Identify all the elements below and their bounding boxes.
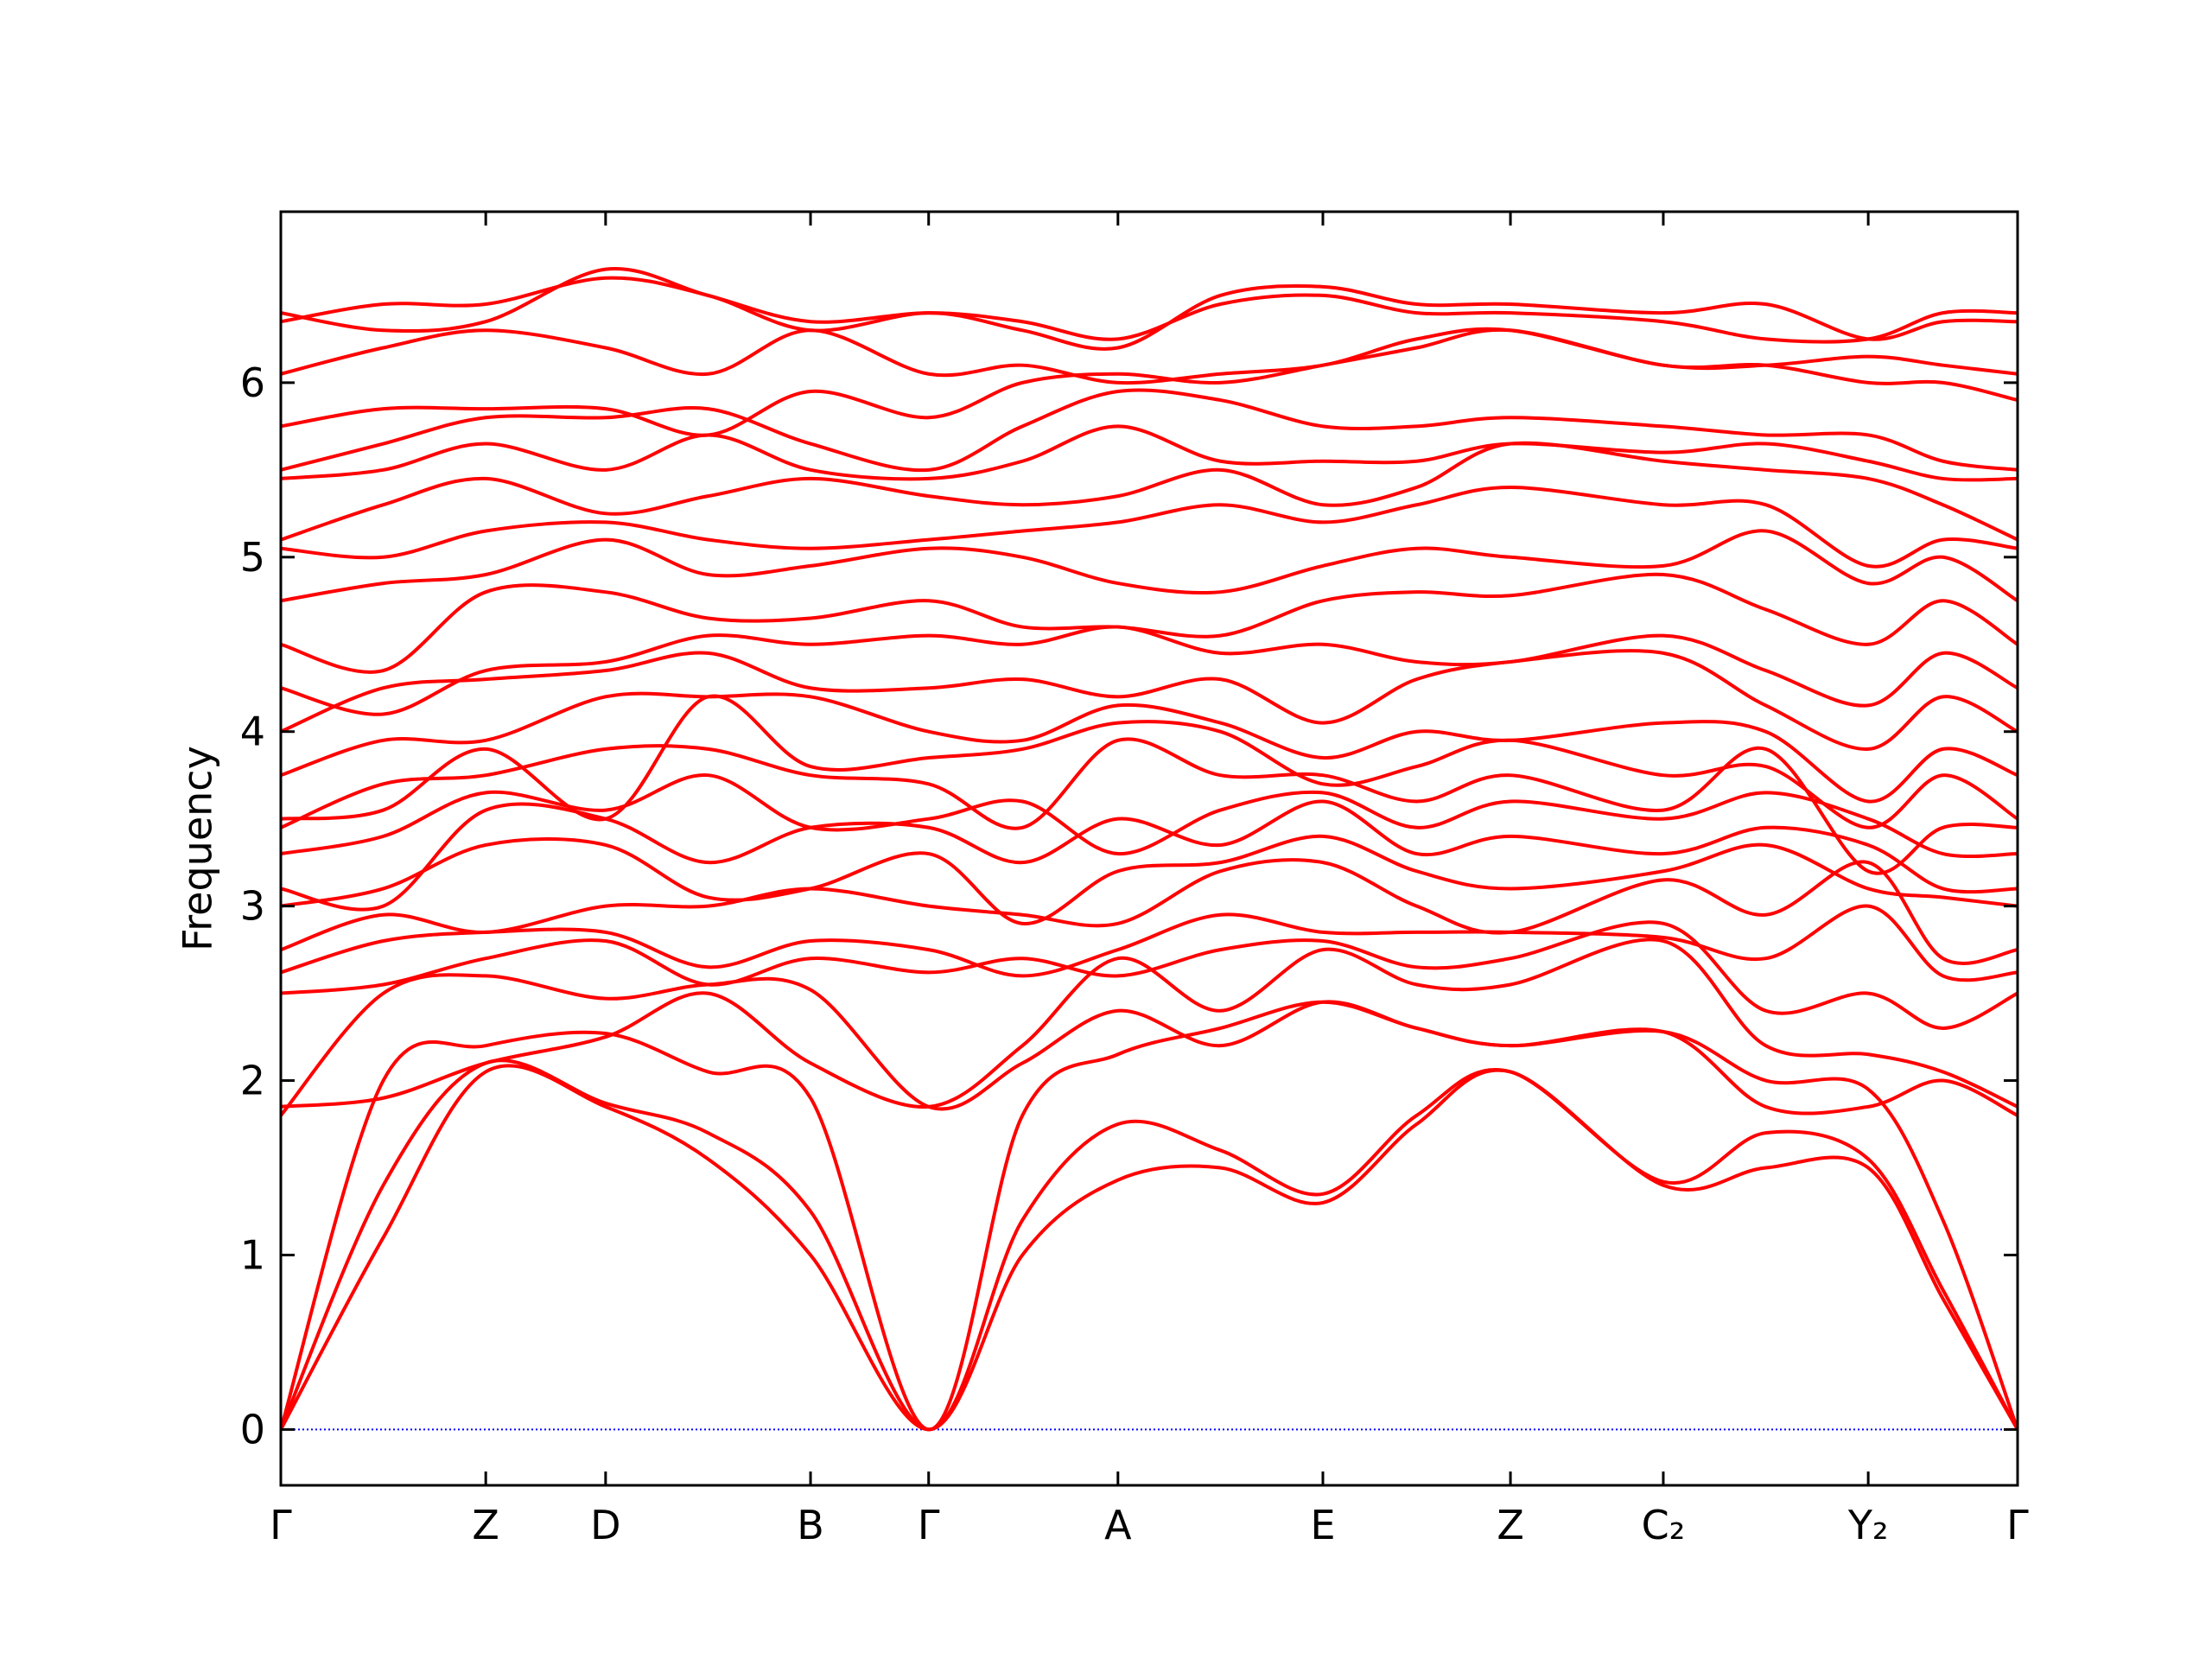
band-line	[281, 1058, 2018, 1432]
y-tick-label: 2	[240, 1058, 265, 1104]
band-line	[281, 920, 2018, 1030]
band-line	[281, 773, 2018, 859]
y-tick-label: 4	[240, 709, 265, 755]
band-line	[281, 737, 2018, 875]
x-tick-label: Γ	[918, 1502, 940, 1548]
band-line	[281, 625, 2018, 716]
band-line	[281, 938, 2018, 1109]
band-line	[281, 486, 2018, 569]
band-line	[281, 1064, 2018, 1432]
y-axis-label: Frequency	[175, 746, 221, 951]
x-tick-label: Γ	[2006, 1502, 2029, 1548]
band-line	[281, 424, 2018, 482]
y-tick-label: 5	[240, 534, 265, 581]
band-line	[281, 799, 2018, 912]
x-tick-label: B	[797, 1502, 824, 1548]
x-tick-label: Z	[1497, 1502, 1524, 1548]
y-tick-label: 6	[240, 359, 265, 406]
band-line	[281, 973, 2018, 1117]
band-line	[281, 858, 2018, 965]
bands	[281, 266, 2018, 1432]
x-tick-label: A	[1104, 1502, 1132, 1548]
plot-frame	[279, 210, 2019, 1487]
band-line	[281, 904, 2018, 982]
band-line	[281, 441, 2018, 542]
x-tick-label: D	[590, 1502, 620, 1548]
band-line	[281, 1000, 2018, 1432]
x-tick-label: Z	[472, 1502, 499, 1548]
band-line	[281, 327, 2018, 385]
y-tick-label: 1	[240, 1231, 265, 1278]
x-tick-label: Γ	[270, 1502, 292, 1548]
band-line	[281, 529, 2018, 603]
band-line	[281, 834, 2018, 925]
band-line	[281, 694, 2018, 830]
x-tick-label: C₂	[1642, 1502, 1686, 1548]
band-line	[281, 266, 2018, 344]
y-tick-label: 0	[240, 1406, 265, 1452]
band-line	[281, 572, 2018, 674]
x-tick-label: E	[1310, 1502, 1335, 1548]
band-line	[281, 649, 2018, 751]
band-line	[281, 691, 2018, 804]
x-tick-label: Y₂	[1847, 1502, 1889, 1548]
band-line	[281, 388, 2018, 473]
y-tick-label: 3	[240, 883, 265, 930]
